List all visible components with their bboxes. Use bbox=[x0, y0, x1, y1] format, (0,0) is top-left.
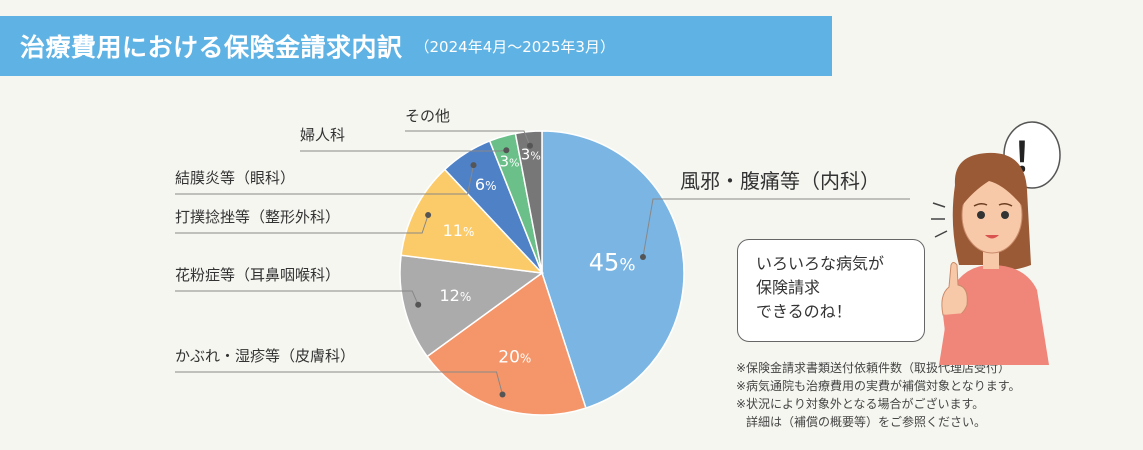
slice-label-7: その他 bbox=[405, 107, 450, 125]
slice-percent-2: 20% bbox=[498, 348, 531, 368]
leader-dot-2 bbox=[499, 391, 506, 398]
pie-slice-3 bbox=[399, 254, 544, 358]
leader-line-2 bbox=[175, 371, 503, 395]
leader-dot-4 bbox=[425, 211, 432, 218]
right-eye bbox=[1001, 211, 1009, 219]
leader-dot-3 bbox=[415, 301, 422, 308]
slice-label-2: かぶれ・湿疹等（皮膚科） bbox=[175, 347, 355, 365]
title-bar: 治療費用における保険金請求内訳 （2024年4月～2025年3月） bbox=[0, 16, 832, 76]
bubble-line-2: 保険請求 bbox=[756, 278, 821, 297]
leader-dot-1 bbox=[639, 254, 646, 261]
slice-percent-5: 6% bbox=[475, 175, 497, 194]
pointing-hand bbox=[941, 262, 968, 318]
chart-title: 治療費用における保険金請求内訳 bbox=[20, 33, 403, 62]
leader-line-3 bbox=[175, 290, 419, 305]
leader-line-1 bbox=[642, 198, 910, 258]
hair-bangs bbox=[961, 166, 1023, 207]
footnotes: ※保険金請求書類送付依頼件数（取扱代理店受付） ※病気通院も治療費用の実費が補償… bbox=[736, 359, 1136, 431]
slice-percent-3: 12% bbox=[439, 286, 471, 305]
note-3: ※状況により対象外となる場合がございます。 bbox=[736, 397, 985, 411]
note-2: ※病気通院も治療費用の実費が補償対象となります。 bbox=[736, 379, 1021, 393]
slice-percent-1: 45% bbox=[589, 248, 636, 276]
bubble-line-1: いろいろな病気が bbox=[756, 254, 885, 273]
pie-slice-2 bbox=[426, 271, 587, 416]
woman-character-illustration: ！ bbox=[931, 121, 1061, 365]
slice-label-4: 打撲捻挫等（整形外科） bbox=[175, 208, 340, 226]
pie-slice-1 bbox=[541, 130, 685, 409]
leader-dot-6 bbox=[503, 147, 510, 154]
pie-slice-7 bbox=[514, 130, 543, 274]
slice-percent-4: 11% bbox=[443, 221, 475, 240]
bubble-line-3: できるのね！ bbox=[756, 302, 852, 321]
speech-bubble: いろいろな病気が 保険請求 できるのね！ bbox=[737, 239, 925, 342]
leader-dot-5 bbox=[470, 162, 477, 169]
pie-slice-4 bbox=[400, 168, 544, 275]
slice-label-3: 花粉症等（耳鼻咽喉科） bbox=[175, 266, 340, 284]
chart-period: （2024年4月～2025年3月） bbox=[414, 37, 615, 56]
note-4: 詳細は（補償の概要等）をご参照ください。 bbox=[746, 415, 987, 429]
leader-dot-7 bbox=[526, 142, 533, 149]
left-eye bbox=[977, 211, 985, 219]
slice-label-1: 風邪・腹痛等（内科） bbox=[680, 169, 880, 193]
leader-line-4 bbox=[175, 214, 429, 234]
slice-percent-7: 3% bbox=[521, 145, 541, 163]
leader-line-7 bbox=[405, 130, 531, 146]
slice-percent-6: 3% bbox=[500, 152, 520, 170]
slice-label-6: 婦人科 bbox=[300, 126, 345, 144]
leader-line-5 bbox=[175, 164, 475, 195]
slice-label-5: 結膜炎等（眼科） bbox=[175, 169, 295, 187]
mouth bbox=[985, 235, 999, 239]
